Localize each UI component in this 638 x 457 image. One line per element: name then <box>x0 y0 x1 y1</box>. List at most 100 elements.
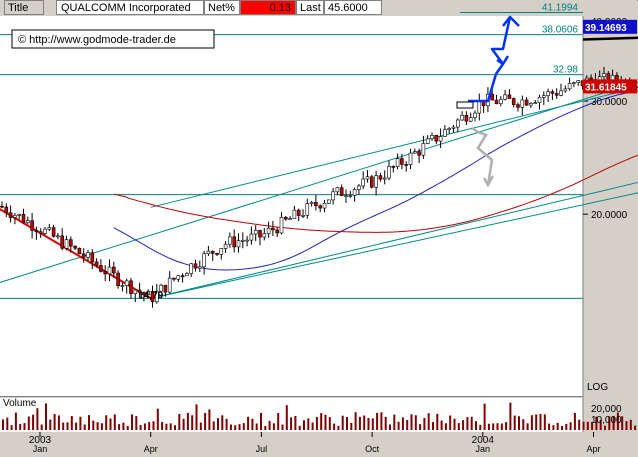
candle-body <box>129 280 133 294</box>
volume-bar <box>165 423 168 430</box>
volume-bar <box>427 413 430 430</box>
volume-bar <box>444 423 447 430</box>
candle-body <box>176 275 181 280</box>
candle-body <box>541 95 546 98</box>
alt-projection <box>471 126 495 188</box>
volume-bar <box>161 422 164 430</box>
candle-body <box>163 284 168 293</box>
projection-lines <box>456 15 520 188</box>
volume-bar <box>341 415 344 430</box>
volume-bar <box>83 424 86 430</box>
candle-body <box>198 266 202 269</box>
candle-body <box>21 214 26 224</box>
x-axis-band <box>0 433 583 457</box>
volume-bar <box>118 424 121 430</box>
candle-body <box>167 277 172 293</box>
volume-bar <box>66 422 69 430</box>
volume-bar <box>535 414 538 430</box>
candle-body <box>81 253 86 258</box>
volume-bar <box>401 417 404 430</box>
volume-bar <box>311 422 314 430</box>
candle-body <box>533 102 538 104</box>
volume-bar <box>79 416 82 430</box>
x-year-label: 2003 <box>29 435 52 446</box>
candle-body <box>400 158 404 165</box>
candle-body <box>236 240 241 248</box>
volume-bar <box>27 416 30 430</box>
candle-body <box>378 175 383 180</box>
volume-bar <box>616 412 619 430</box>
volume-bar <box>573 412 576 430</box>
ma-blue-line <box>113 90 638 271</box>
volume-bar <box>393 414 396 430</box>
volume-tick-label: 20,000 <box>591 404 622 415</box>
x-tick-label: Oct <box>365 444 380 454</box>
candle-body <box>245 239 249 242</box>
volume-bar <box>457 423 460 430</box>
candle-body <box>116 272 120 287</box>
volume-bar <box>410 414 413 430</box>
candle-body <box>309 202 314 204</box>
volume-bar <box>195 404 198 430</box>
candle-body <box>567 83 572 90</box>
volume-bar <box>371 418 374 430</box>
candle-body <box>275 229 280 234</box>
volume-tick-label: 10,000 <box>591 415 622 426</box>
candle-body <box>34 230 39 233</box>
candle-body <box>554 93 559 96</box>
volume-bar <box>277 413 280 430</box>
volume-bar <box>492 423 495 430</box>
volume-label: Volume <box>3 398 37 409</box>
candle-body <box>602 73 606 77</box>
volume-bar <box>217 418 219 430</box>
volume-bar <box>49 419 52 430</box>
candle-body <box>266 227 271 234</box>
candle-body <box>563 88 568 92</box>
volume-bar <box>148 422 151 430</box>
candle-body <box>241 240 245 242</box>
candle-body <box>404 164 409 166</box>
volume-bar <box>238 424 241 430</box>
volume-bar <box>272 423 275 430</box>
candle-body <box>112 266 116 274</box>
volume-bar <box>298 425 301 430</box>
candle-body <box>520 99 525 108</box>
candle-body <box>223 243 228 249</box>
volume-bar <box>634 425 637 430</box>
x-tick-label: Jan <box>476 444 491 454</box>
volume-bar <box>453 418 456 430</box>
volume-bar <box>500 423 503 430</box>
volume-bar <box>320 413 323 430</box>
volume-bar <box>578 419 581 430</box>
candle-body <box>288 218 292 220</box>
log-label: LOG <box>587 382 608 393</box>
candle-body <box>120 285 125 287</box>
volume-bar <box>199 422 202 430</box>
volume-bar <box>397 421 400 430</box>
y-tick-label: 20.0000 <box>591 210 628 221</box>
candle-body <box>369 176 374 188</box>
volume-bar <box>328 417 331 430</box>
level-label: 32.98 <box>553 65 578 76</box>
volume-bar <box>139 425 142 430</box>
price-badge-label: 39.14693 <box>585 23 627 34</box>
volume-bar <box>487 423 490 430</box>
volume-bar <box>182 418 185 430</box>
volume-bar <box>475 421 477 430</box>
candle-body <box>305 203 310 216</box>
net-value: 0.13 <box>240 0 296 15</box>
candle-body <box>511 98 516 105</box>
volume-bar <box>242 423 245 430</box>
volume-bar <box>247 416 250 430</box>
title-label: Title <box>4 0 44 15</box>
volume-bar <box>32 414 35 430</box>
volume-bar <box>565 423 568 430</box>
volume-bar <box>100 423 103 430</box>
candle-body <box>572 82 576 84</box>
candle-body <box>537 97 542 103</box>
candle-body <box>8 212 13 218</box>
candle-body <box>94 261 99 266</box>
volume-bar <box>384 416 387 430</box>
